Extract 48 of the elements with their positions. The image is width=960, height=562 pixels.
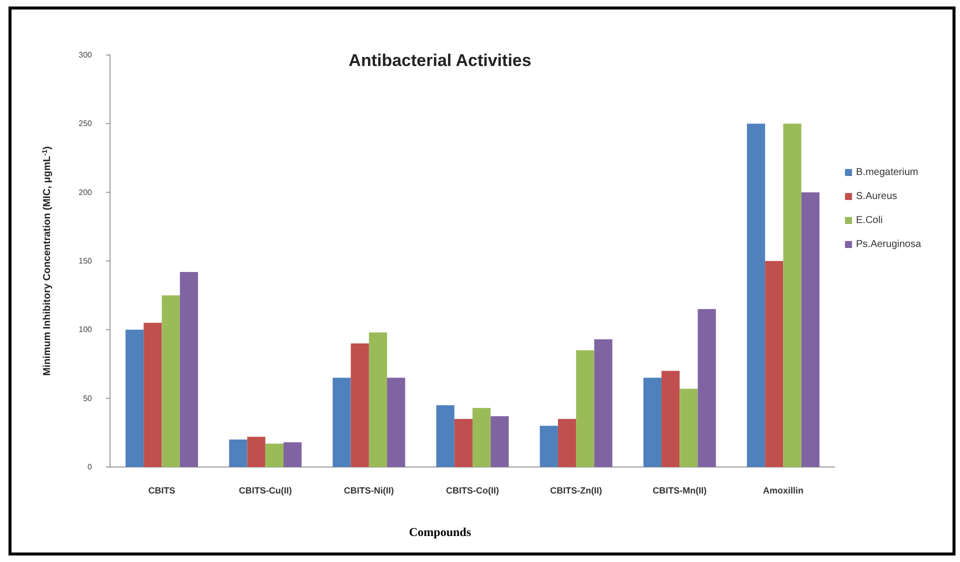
legend-label: S.Aureus xyxy=(856,191,898,202)
bar xyxy=(801,192,820,467)
y-tick-label: 250 xyxy=(78,119,93,128)
bar xyxy=(229,440,248,467)
bar xyxy=(576,350,594,467)
bar xyxy=(783,124,802,467)
chart-title: Antibacterial Activities xyxy=(348,51,532,70)
x-tick-label: CBITS-Zn(II) xyxy=(550,485,602,496)
bar xyxy=(643,378,662,467)
y-tick-label: 200 xyxy=(78,188,93,197)
bar xyxy=(265,444,284,467)
x-tick-label: CBITS-Ni(II) xyxy=(344,485,394,496)
bar xyxy=(662,370,680,467)
bar xyxy=(594,339,612,467)
bar xyxy=(247,436,266,467)
legend-label: B.megaterium xyxy=(856,167,918,178)
bar xyxy=(746,124,766,467)
bar xyxy=(144,322,162,467)
bar xyxy=(283,442,302,467)
bar xyxy=(472,408,491,467)
bar xyxy=(454,418,472,467)
bar xyxy=(765,261,784,467)
bar xyxy=(387,378,406,467)
y-tick-label: 100 xyxy=(78,325,93,334)
legend-label: Ps.Aeruginosa xyxy=(856,239,922,250)
bar xyxy=(332,378,351,467)
bar xyxy=(368,332,388,467)
bar xyxy=(680,388,698,467)
y-tick-label: 0 xyxy=(88,462,93,472)
y-tick-label: 300 xyxy=(78,50,93,60)
bar xyxy=(436,405,454,467)
bar xyxy=(540,426,558,467)
y-tick-label: 50 xyxy=(83,394,93,403)
x-tick-label: CBITS-Mn(II) xyxy=(652,485,707,496)
bar xyxy=(180,272,198,467)
bar xyxy=(350,343,369,467)
bar xyxy=(162,295,180,467)
y-tick-label: 150 xyxy=(78,256,93,266)
x-axis-title: Compounds xyxy=(408,525,472,539)
x-tick-label: Amoxillin xyxy=(762,485,804,496)
legend-label: E.Coli xyxy=(856,215,883,226)
bar xyxy=(490,416,509,467)
bar xyxy=(698,309,716,467)
bar xyxy=(558,418,576,467)
x-tick-label: CBITS xyxy=(148,485,176,496)
bar xyxy=(126,330,144,467)
x-tick-label: CBITS-Co(II) xyxy=(446,485,499,496)
x-tick-label: CBITS-Cu(II) xyxy=(238,485,292,496)
